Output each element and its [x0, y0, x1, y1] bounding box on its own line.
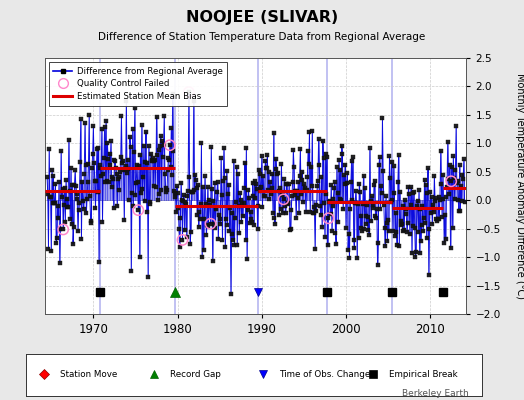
- Legend: Difference from Regional Average, Quality Control Failed, Estimated Station Mean: Difference from Regional Average, Qualit…: [49, 62, 227, 106]
- Text: Empirical Break: Empirical Break: [389, 370, 457, 379]
- Point: [184, 89, 193, 95]
- Point: [178, 237, 187, 243]
- Text: Difference of Station Temperature Data from Regional Average: Difference of Station Temperature Data f…: [99, 32, 425, 42]
- Point: [206, 220, 215, 227]
- Point: [134, 207, 143, 213]
- Text: Time of Obs. Change: Time of Obs. Change: [279, 370, 370, 379]
- Y-axis label: Monthly Temperature Anomaly Difference (°C): Monthly Temperature Anomaly Difference (…: [515, 73, 524, 299]
- Point: [324, 215, 333, 222]
- Text: Berkeley Earth: Berkeley Earth: [402, 389, 469, 398]
- Point: [59, 226, 68, 233]
- Text: Station Move: Station Move: [60, 370, 118, 379]
- Point: [447, 178, 455, 184]
- Point: [166, 142, 174, 148]
- Text: Record Gap: Record Gap: [170, 370, 221, 379]
- Text: NOOJEE (SLIVAR): NOOJEE (SLIVAR): [186, 10, 338, 25]
- Point: [279, 196, 288, 202]
